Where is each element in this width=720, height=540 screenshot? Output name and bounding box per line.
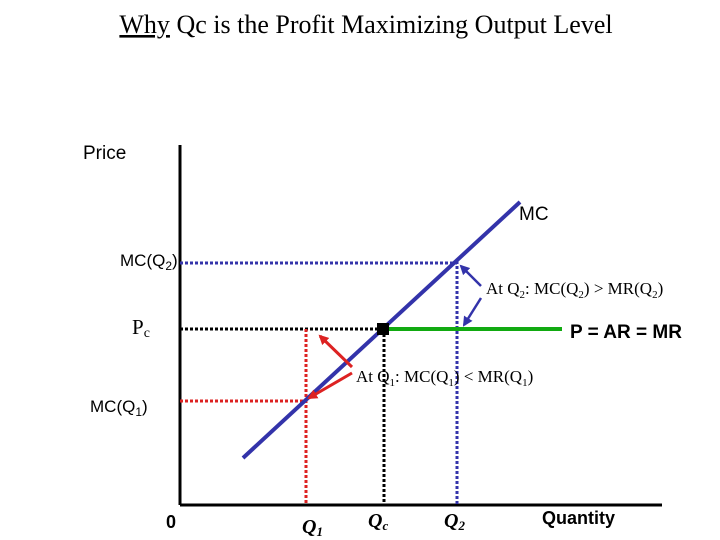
q1-label: Q1 <box>302 516 323 539</box>
mc-q2-guide <box>180 261 459 505</box>
mc-q2-label: MC(Q2) <box>120 251 178 273</box>
qc-label: Qc <box>368 510 388 533</box>
title-underlined-word: Why <box>119 10 170 39</box>
pc-label: Pc <box>132 315 150 341</box>
slide-title: Why Qc is the Profit Maximizing Output L… <box>119 10 612 39</box>
title-rest: Qc is the Profit Maximizing Output Level <box>170 10 613 39</box>
origin-label: 0 <box>166 512 176 532</box>
q1-arrow-down <box>307 371 353 400</box>
q2-annotation: At Q2: MC(Q2) > MR(Q2) <box>486 279 663 301</box>
q2-label: Q2 <box>444 510 465 533</box>
mc-label: MC <box>519 204 549 225</box>
q2-arrow-down <box>462 297 483 327</box>
mc-q1-label: MC(Q1) <box>90 397 148 419</box>
q1-arrow-up <box>318 334 354 369</box>
equilibrium-point <box>377 323 389 335</box>
x-axis-label: Quantity <box>542 508 615 528</box>
q1-annotation: At Q1: MC(Q1) < MR(Q1) <box>356 367 533 389</box>
y-axis-label: Price <box>83 143 126 164</box>
mr-label: P = AR = MR <box>570 322 682 343</box>
q2-arrow-up <box>459 264 482 287</box>
